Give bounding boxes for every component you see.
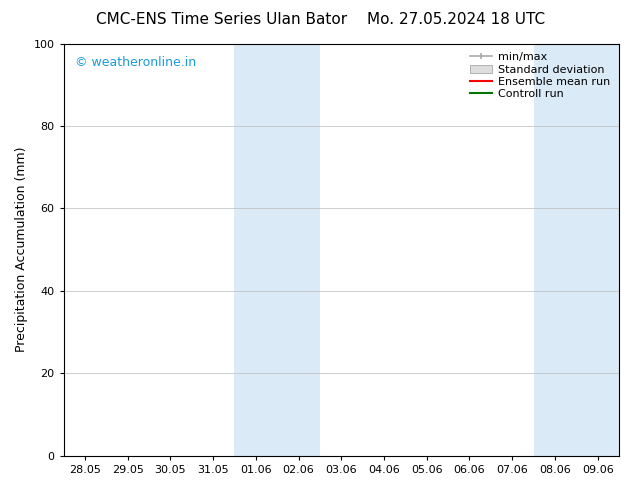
Text: © weatheronline.in: © weatheronline.in — [75, 56, 196, 69]
Y-axis label: Precipitation Accumulation (mm): Precipitation Accumulation (mm) — [15, 147, 28, 352]
Bar — [534, 44, 619, 456]
Text: CMC-ENS Time Series Ulan Bator: CMC-ENS Time Series Ulan Bator — [96, 12, 347, 27]
Legend: min/max, Standard deviation, Ensemble mean run, Controll run: min/max, Standard deviation, Ensemble me… — [467, 49, 614, 102]
Text: Mo. 27.05.2024 18 UTC: Mo. 27.05.2024 18 UTC — [368, 12, 545, 27]
Bar — [235, 44, 320, 456]
